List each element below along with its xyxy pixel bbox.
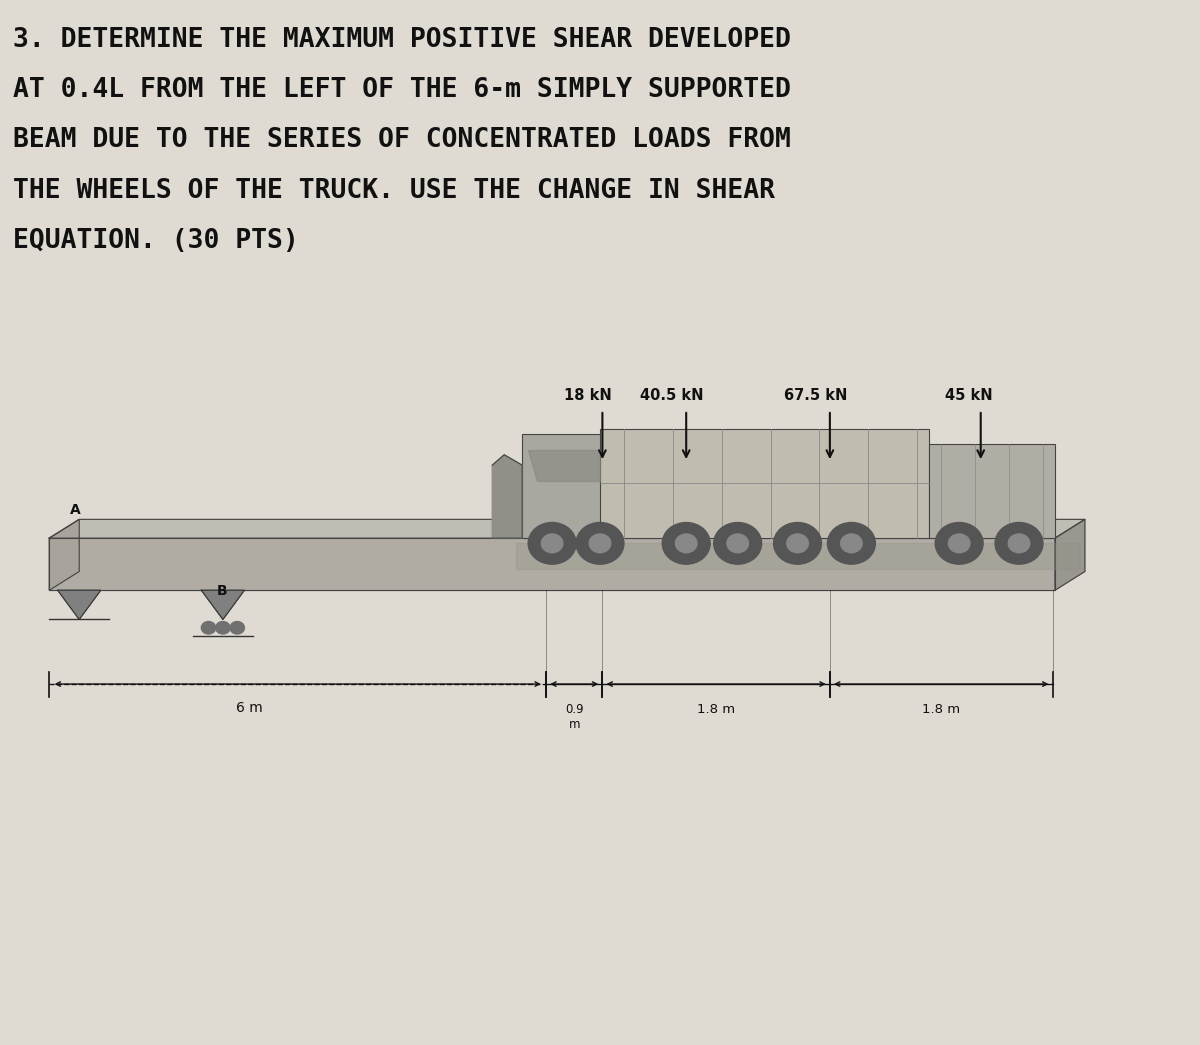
Polygon shape: [492, 455, 522, 538]
Polygon shape: [49, 519, 79, 590]
Text: AT 0.4L FROM THE LEFT OF THE 6-m SIMPLY SUPPORTED: AT 0.4L FROM THE LEFT OF THE 6-m SIMPLY …: [13, 77, 791, 103]
Text: 67.5 kN: 67.5 kN: [784, 388, 847, 402]
Circle shape: [676, 534, 697, 553]
Circle shape: [774, 522, 822, 564]
Circle shape: [714, 522, 762, 564]
Circle shape: [576, 522, 624, 564]
Text: 40.5 kN: 40.5 kN: [640, 388, 703, 402]
Bar: [600, 428, 929, 538]
Text: 1.8 m: 1.8 m: [697, 703, 736, 716]
Circle shape: [216, 622, 230, 634]
Circle shape: [841, 534, 862, 553]
Polygon shape: [49, 519, 1085, 538]
Polygon shape: [202, 590, 245, 620]
Circle shape: [948, 534, 970, 553]
Circle shape: [202, 622, 216, 634]
Text: 18 kN: 18 kN: [564, 388, 612, 402]
Polygon shape: [1055, 519, 1085, 590]
Circle shape: [828, 522, 875, 564]
Circle shape: [589, 534, 611, 553]
Text: 45 kN: 45 kN: [944, 388, 992, 402]
Bar: [929, 444, 1055, 538]
Circle shape: [541, 534, 563, 553]
Circle shape: [935, 522, 983, 564]
Circle shape: [230, 622, 245, 634]
Circle shape: [995, 522, 1043, 564]
Text: EQUATION. (30 PTS): EQUATION. (30 PTS): [13, 228, 299, 254]
Text: C: C: [550, 522, 560, 538]
Polygon shape: [528, 449, 600, 481]
Text: B: B: [217, 584, 228, 599]
Text: BEAM DUE TO THE SERIES OF CONCENTRATED LOADS FROM: BEAM DUE TO THE SERIES OF CONCENTRATED L…: [13, 127, 791, 154]
Circle shape: [662, 522, 710, 564]
Circle shape: [1008, 534, 1030, 553]
Text: 1.8 m: 1.8 m: [922, 703, 960, 716]
Text: 0.9
m: 0.9 m: [565, 703, 583, 730]
Polygon shape: [58, 590, 101, 620]
Text: THE WHEELS OF THE TRUCK. USE THE CHANGE IN SHEAR: THE WHEELS OF THE TRUCK. USE THE CHANGE …: [13, 178, 775, 204]
Text: 6 m: 6 m: [236, 701, 263, 715]
Circle shape: [787, 534, 809, 553]
Text: A: A: [70, 503, 80, 517]
Polygon shape: [49, 538, 1055, 590]
Text: 3. DETERMINE THE MAXIMUM POSITIVE SHEAR DEVELOPED: 3. DETERMINE THE MAXIMUM POSITIVE SHEAR …: [13, 27, 791, 53]
Bar: [522, 434, 606, 538]
Circle shape: [727, 534, 749, 553]
Circle shape: [528, 522, 576, 564]
